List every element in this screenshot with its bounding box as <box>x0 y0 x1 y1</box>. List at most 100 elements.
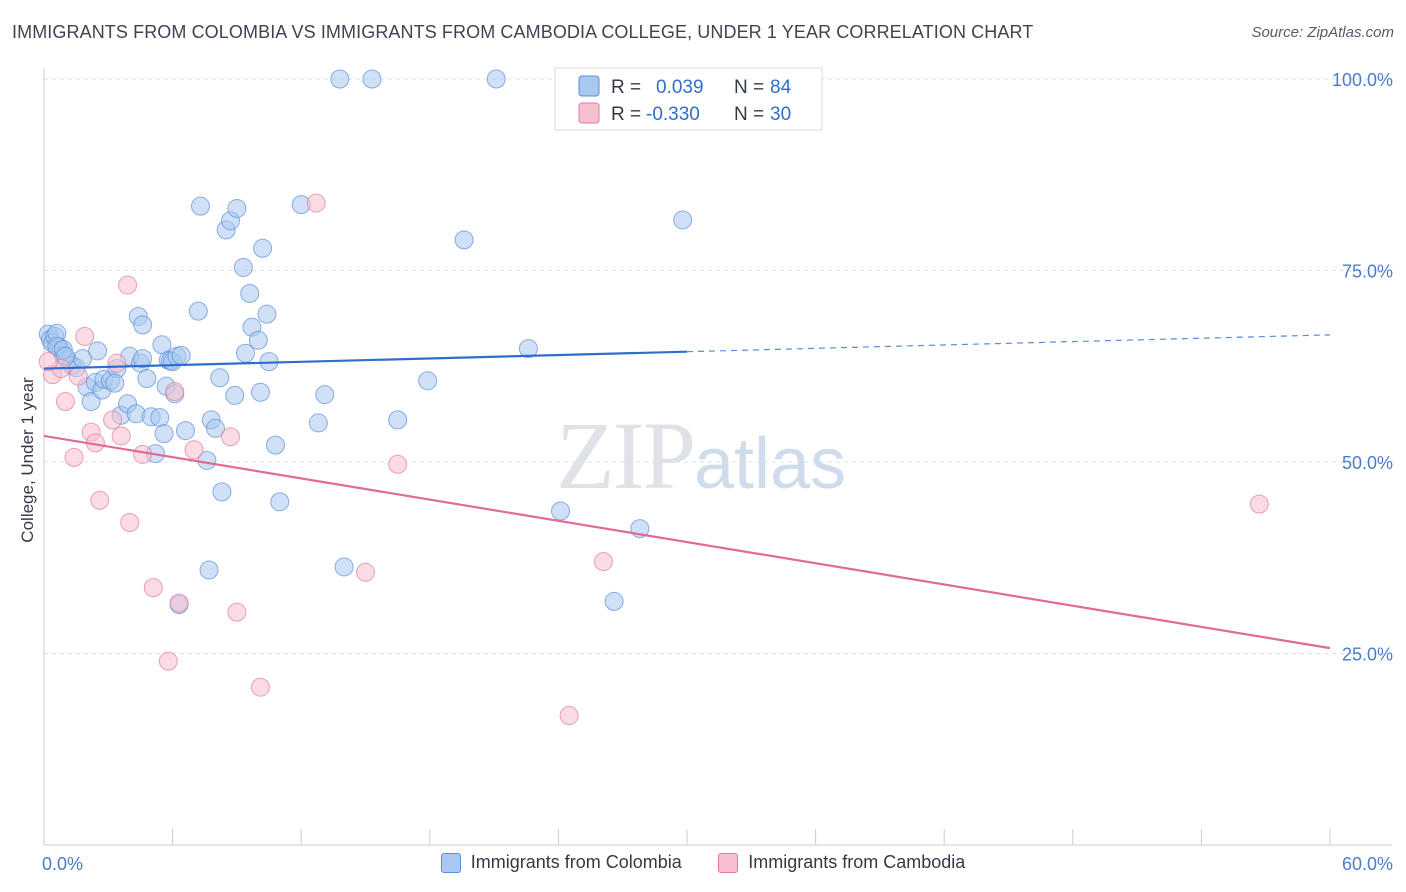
colombia-point <box>308 413 328 433</box>
legend-label-colombia: Immigrants from Colombia <box>470 852 682 872</box>
x-tick-label: 0.0% <box>42 854 83 874</box>
cambodia-point <box>356 562 375 582</box>
colombia-point <box>315 385 335 405</box>
colombia-point <box>225 385 245 405</box>
colombia-point <box>133 315 153 335</box>
colombia-point <box>330 69 350 89</box>
colombia-point <box>265 435 285 455</box>
stats-legend-n-label-colombia: N = <box>734 77 764 98</box>
colombia-trend-extension <box>686 334 1331 353</box>
cambodia-point <box>1249 494 1269 514</box>
data-points <box>38 69 1269 726</box>
axes <box>43 68 1392 846</box>
colombia-point <box>248 330 268 350</box>
colombia-point <box>518 339 538 359</box>
colombia-point <box>604 591 624 611</box>
cambodia-point <box>118 275 138 295</box>
colombia-point <box>205 418 225 438</box>
colombia-point <box>175 421 195 441</box>
colombia-point <box>551 501 571 521</box>
watermark-atlas: atlas <box>694 424 847 504</box>
cambodia-point <box>388 454 408 474</box>
cambodia-point <box>120 513 140 533</box>
cambodia-point <box>158 651 178 671</box>
y-tick-label: 50.0% <box>1342 453 1393 473</box>
legend-label-cambodia: Immigrants from Cambodia <box>748 852 966 872</box>
cambodia-point <box>559 706 579 726</box>
colombia-point <box>88 341 108 361</box>
cambodia-point <box>593 552 613 572</box>
colombia-point <box>362 69 382 89</box>
colombia-point <box>105 373 125 393</box>
legend-swatch-colombia <box>440 852 461 873</box>
colombia-point <box>154 424 174 444</box>
cambodia-point <box>143 578 163 598</box>
y-tick-label: 75.0% <box>1342 262 1393 282</box>
chart-title: IMMIGRANTS FROM COLOMBIA VS IMMIGRANTS F… <box>12 22 1034 42</box>
colombia-point <box>253 238 273 258</box>
colombia-point <box>418 371 438 391</box>
cambodia-point <box>90 490 110 510</box>
colombia-point <box>250 382 270 402</box>
colombia-point <box>150 408 170 428</box>
colombia-point <box>257 304 277 324</box>
colombia-point <box>454 230 474 250</box>
x-tick-label: 60.0% <box>1342 854 1393 874</box>
cambodia-point <box>111 426 131 446</box>
colombia-point <box>227 198 247 218</box>
colombia-point <box>133 349 153 369</box>
stats-legend-r-value-colombia: 0.039 <box>656 77 704 98</box>
cambodia-point <box>306 193 326 213</box>
colombia-point <box>199 560 219 580</box>
cambodia-point <box>220 427 240 447</box>
cambodia-point <box>55 391 75 411</box>
cambodia-point <box>68 366 88 386</box>
cambodia-point <box>75 326 95 346</box>
trend-lines <box>43 334 1331 650</box>
cambodia-point <box>107 353 127 373</box>
y-tick-label: 100.0% <box>1332 70 1393 90</box>
cambodia-point <box>184 440 204 460</box>
cambodia-point <box>227 602 247 622</box>
legend-item-cambodia[interactable]: Immigrants from Cambodia <box>718 852 965 873</box>
source-credit: Source: ZipAtlas.com <box>1251 24 1394 41</box>
cambodia-trend-line <box>43 434 1331 650</box>
cambodia-point <box>103 410 123 430</box>
cambodia-point <box>38 352 58 372</box>
colombia-point <box>388 410 408 430</box>
colombia-point <box>240 283 260 303</box>
cambodia-point <box>64 447 84 467</box>
colombia-trend-line <box>43 350 688 370</box>
watermark-zip: ZIP <box>556 402 696 509</box>
stats-legend-r-label-cambodia: R = <box>611 104 641 125</box>
colombia-point <box>171 346 191 366</box>
y-tick-label: 25.0% <box>1342 645 1393 665</box>
y-axis-title: College, Under 1 year <box>18 377 37 543</box>
zipatlas-watermark: ZIPatlas <box>556 400 846 511</box>
colombia-point <box>190 196 210 216</box>
cambodia-point <box>165 382 185 402</box>
colombia-point <box>233 257 253 277</box>
stats-legend-n-value-colombia: 84 <box>770 77 792 98</box>
colombia-point <box>334 557 354 577</box>
colombia-point <box>210 368 230 388</box>
stats-legend-n-value-cambodia: 30 <box>770 104 791 125</box>
legend-swatch-cambodia <box>718 852 739 873</box>
colombia-point <box>673 210 693 230</box>
stats-legend-r-label-colombia: R = <box>611 77 641 98</box>
stats-legend: R = 0.039 N = 84 R = -0.330 N = 30 <box>554 67 823 131</box>
grid-lines <box>44 78 1392 654</box>
stats-legend-swatch-cambodia <box>578 102 600 124</box>
colombia-point <box>486 69 506 89</box>
stats-legend-r-value-cambodia: -0.330 <box>646 104 700 125</box>
cambodia-point <box>169 593 189 613</box>
series-legend: Immigrants from Colombia Immigrants from… <box>0 852 1406 878</box>
colombia-point <box>270 492 290 512</box>
cambodia-point <box>250 677 270 697</box>
legend-item-colombia[interactable]: Immigrants from Colombia <box>440 852 682 873</box>
stats-legend-n-label-cambodia: N = <box>734 104 764 125</box>
stats-legend-swatch-colombia <box>578 75 600 97</box>
axis-labels: 25.0% 50.0% 75.0% 100.0% 0.0% 60.0% College, U… <box>18 70 1393 874</box>
colombia-point <box>212 482 232 502</box>
